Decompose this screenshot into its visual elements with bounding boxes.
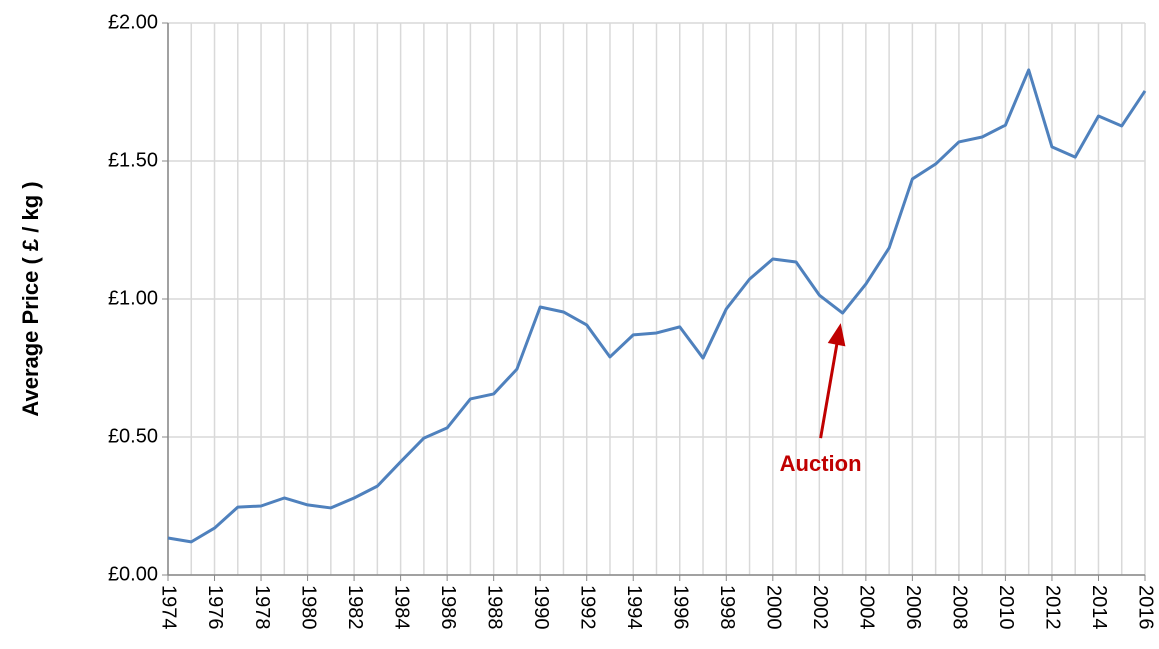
line-series [167,68,1147,544]
x-tick-label: 1994 [623,585,645,630]
x-tick-label: 1980 [297,585,319,630]
x-tick-label: 1990 [530,585,552,630]
annotation-arrow [819,334,840,439]
x-tick-label: 2016 [1135,585,1157,630]
y-axis-label: Average Price ( £ / kg ) [18,181,43,416]
x-tick-label: 2006 [902,585,924,630]
x-tick-label: 2014 [1088,585,1110,630]
x-tick-label: 1986 [437,585,459,630]
y-tick-label: £0.50 [108,425,158,447]
x-tick-label: 1996 [669,585,691,630]
x-tick-label: 1974 [158,585,180,630]
x-tick-label: 1976 [204,585,226,630]
x-tick-label: 2010 [995,585,1017,630]
x-tick-label: 1982 [344,585,366,630]
y-tick-label: £0.00 [108,563,158,585]
x-tick-label: 2008 [949,585,971,630]
x-tick-label: 2012 [1042,585,1064,630]
x-tick-label: 2004 [856,585,878,630]
y-tick-label: £1.00 [108,287,158,309]
x-tick-label: 1978 [251,585,273,630]
x-tick-label: 2002 [809,585,831,630]
y-tick-label: £2.00 [108,11,158,33]
x-tick-label: 1992 [576,585,598,630]
x-tick-label: 1984 [390,585,412,630]
x-tick-label: 2000 [763,585,785,630]
annotation-text: Auction [780,451,862,476]
y-tick-label: £1.50 [108,149,158,171]
annotation-arrowhead [827,323,846,347]
x-tick-label: 1998 [716,585,738,630]
x-tick-label: 1988 [483,585,505,630]
